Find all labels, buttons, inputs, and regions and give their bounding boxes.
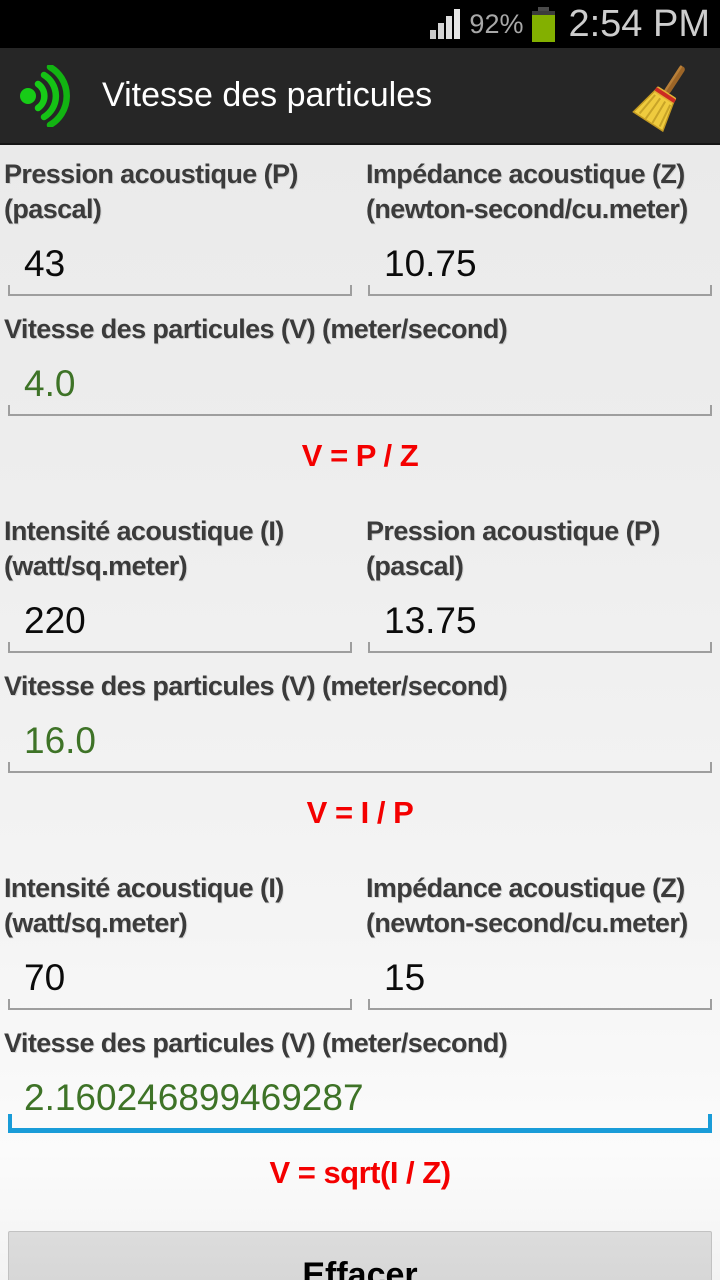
action-bar: Vitesse des particules [0, 48, 720, 145]
impedance-label: Impédance acoustique (Z) (newton-second/… [366, 873, 688, 938]
velocity-result-label: Vitesse des particules (V) (meter/second… [4, 1028, 508, 1058]
velocity-result-field[interactable]: 16.0 [8, 708, 712, 773]
button-row: Effacer [8, 1231, 712, 1280]
result-row: 2.160246899469287 [8, 1065, 712, 1133]
label-col: Pression acoustique (P) (pascal) [358, 514, 720, 584]
intensity-label: Intensité acoustique (I) (watt/sq.meter) [4, 516, 284, 581]
formula-text: V = P / Z [301, 438, 419, 473]
battery-icon [532, 7, 556, 42]
impedance-input[interactable]: 10.75 [368, 231, 712, 296]
clear-all-broom-button[interactable] [628, 56, 700, 136]
broom-icon [632, 64, 685, 132]
label-col: Pression acoustique (P) (pascal) [0, 157, 358, 227]
clear-button[interactable]: Effacer [8, 1231, 712, 1280]
signal-strength-icon [430, 9, 461, 39]
label-row: Intensité acoustique (I) (watt/sq.meter)… [0, 514, 720, 584]
velocity-result-label: Vitesse des particules (V) (meter/second… [4, 671, 508, 701]
label-col: Intensité acoustique (I) (watt/sq.meter) [0, 514, 358, 584]
input-row: 70 15 [0, 945, 720, 1010]
label-col: Intensité acoustique (I) (watt/sq.meter) [0, 871, 358, 941]
pressure-input[interactable]: 13.75 [368, 588, 712, 653]
formula-text: V = I / P [306, 795, 414, 830]
pressure-label: Pression acoustique (P) (pascal) [366, 516, 660, 581]
calculator-content: Pression acoustique (P) (pascal) Impédan… [0, 145, 720, 1280]
section-v-sqrt-i-z: Intensité acoustique (I) (watt/sq.meter)… [0, 871, 720, 1191]
intensity-label: Intensité acoustique (I) (watt/sq.meter) [4, 873, 284, 938]
velocity-result-field[interactable]: 4.0 [8, 351, 712, 416]
label-row: Intensité acoustique (I) (watt/sq.meter)… [0, 871, 720, 941]
result-label-row: Vitesse des particules (V) (meter/second… [0, 312, 720, 347]
input-row: 220 13.75 [0, 588, 720, 653]
velocity-result-field-focused[interactable]: 2.160246899469287 [8, 1065, 712, 1133]
label-col: Impédance acoustique (Z) (newton-second/… [358, 157, 720, 227]
label-row: Pression acoustique (P) (pascal) Impédan… [0, 157, 720, 227]
input-row: 43 10.75 [0, 231, 720, 296]
velocity-result-label: Vitesse des particules (V) (meter/second… [4, 314, 508, 344]
result-row: 16.0 [8, 708, 712, 773]
sound-waves-icon [20, 64, 70, 127]
clock: 2:54 PM [568, 2, 710, 45]
intensity-input[interactable]: 220 [8, 588, 352, 653]
result-label-row: Vitesse des particules (V) (meter/second… [0, 669, 720, 704]
intensity-input[interactable]: 70 [8, 945, 352, 1010]
result-row: 4.0 [8, 351, 712, 416]
battery-percent: 92% [469, 8, 524, 39]
formula-text: V = sqrt(I / Z) [269, 1155, 451, 1190]
pressure-label: Pression acoustique (P) (pascal) [4, 159, 298, 224]
impedance-input[interactable]: 15 [368, 945, 712, 1010]
label-col: Impédance acoustique (Z) (newton-second/… [358, 871, 720, 941]
page-title: Vitesse des particules [102, 76, 433, 114]
pressure-input[interactable]: 43 [8, 231, 352, 296]
section-v-p-z: Pression acoustique (P) (pascal) Impédan… [0, 157, 720, 474]
section-v-i-p: Intensité acoustique (I) (watt/sq.meter)… [0, 514, 720, 831]
result-label-row: Vitesse des particules (V) (meter/second… [0, 1026, 720, 1061]
impedance-label: Impédance acoustique (Z) (newton-second/… [366, 159, 688, 224]
status-bar: 92% 2:54 PM [0, 0, 720, 48]
